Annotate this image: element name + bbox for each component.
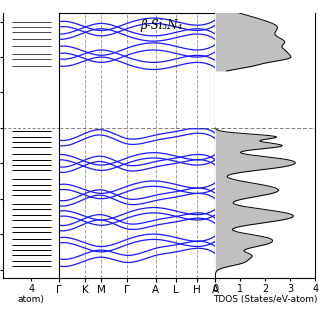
X-axis label: atom): atom)	[18, 295, 45, 304]
X-axis label: TDOS (States/eV-atom): TDOS (States/eV-atom)	[213, 295, 317, 304]
Text: β-Si₃N₄: β-Si₃N₄	[140, 20, 183, 32]
